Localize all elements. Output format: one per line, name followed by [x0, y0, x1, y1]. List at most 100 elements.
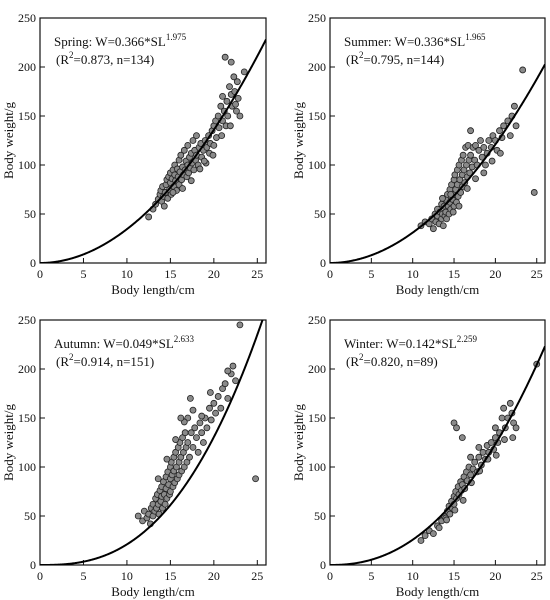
data-point [227, 58, 235, 66]
x-tick-label: 5 [80, 267, 86, 281]
data-point [506, 132, 514, 140]
x-tick-label: 0 [327, 569, 333, 583]
data-point [472, 175, 479, 183]
data-point [145, 213, 153, 221]
x-axis-label: Body length/cm [396, 584, 479, 599]
data-point [453, 424, 460, 432]
data-point [198, 429, 206, 437]
data-point [179, 185, 186, 192]
data-point [463, 185, 471, 192]
data-point [475, 146, 483, 154]
stats-annotation: (R2=0.795, n=144) [346, 50, 444, 67]
fit-curve [40, 39, 266, 263]
data-point [488, 157, 496, 165]
equation-text: Winter: W=0.142*SL [344, 336, 457, 351]
y-tick-label: 0 [30, 256, 36, 270]
data-point [214, 112, 222, 120]
x-tick-label: 5 [80, 569, 86, 583]
data-point [439, 222, 447, 230]
data-point [226, 122, 234, 130]
data-point [221, 53, 229, 61]
x-tick-label: 25 [251, 267, 263, 281]
data-point [177, 414, 185, 422]
data-point [519, 66, 527, 74]
data-point [480, 143, 488, 151]
data-point [230, 73, 238, 81]
y-tick-label: 50 [314, 509, 326, 523]
data-point [509, 434, 517, 442]
equation-annotation: Autumn: W=0.049*SL2.633 [54, 334, 195, 351]
scatter-points [134, 321, 259, 528]
data-point [169, 189, 177, 196]
x-tick-label: 20 [208, 267, 220, 281]
y-tick-label: 100 [18, 460, 36, 474]
data-point [236, 112, 244, 120]
data-point [496, 149, 504, 157]
r2-prefix: (R [56, 354, 69, 369]
scatter-points [145, 53, 248, 221]
data-point [233, 107, 240, 115]
x-tick-label: 15 [448, 569, 460, 583]
data-point [221, 380, 229, 388]
data-point [218, 132, 226, 140]
x-tick-label: 20 [489, 569, 501, 583]
data-point [186, 453, 193, 461]
data-point [194, 448, 202, 456]
data-point [467, 151, 474, 159]
data-point [191, 424, 199, 432]
y-tick-label: 200 [308, 362, 326, 376]
data-point [467, 127, 474, 135]
plot-frame [39, 17, 267, 264]
equation-exponent: 1.965 [465, 32, 486, 42]
data-point [485, 137, 493, 144]
scatter-points [417, 66, 538, 233]
data-point [443, 516, 450, 524]
y-tick-label: 0 [320, 256, 326, 270]
y-tick-label: 250 [18, 313, 36, 327]
data-point [530, 189, 538, 196]
data-point [209, 151, 217, 159]
r2-value-and-n: =0.873, n=134) [74, 52, 155, 67]
data-point [224, 394, 232, 402]
equation-annotation: Summer: W=0.336*SL1.965 [344, 32, 486, 49]
data-point [200, 439, 207, 446]
r2-value-and-n: =0.914, n=151) [74, 354, 155, 369]
data-point [500, 404, 508, 412]
data-point [467, 471, 474, 479]
x-tick-label: 0 [37, 569, 43, 583]
y-axis-label: Body weight/g [1, 404, 16, 481]
data-point [459, 496, 467, 504]
data-point [184, 141, 192, 149]
equation-exponent: 2.633 [174, 334, 195, 344]
stats-annotation: (R2=0.873, n=134) [56, 50, 154, 67]
data-point [217, 102, 225, 110]
y-tick-label: 150 [18, 109, 36, 123]
data-point [212, 409, 219, 417]
data-point [223, 97, 231, 105]
y-axis-label: Body weight/g [291, 102, 306, 179]
data-point [196, 419, 204, 427]
y-tick-label: 150 [308, 109, 326, 123]
y-tick-label: 200 [308, 60, 326, 74]
data-point [512, 424, 520, 432]
y-tick-label: 250 [18, 11, 36, 25]
data-point [482, 161, 489, 169]
data-point [186, 394, 194, 402]
data-point [203, 424, 211, 432]
data-point [236, 321, 244, 329]
x-tick-label: 25 [531, 267, 543, 281]
data-point [512, 122, 520, 130]
y-tick-label: 100 [308, 158, 326, 172]
r2-prefix: (R [346, 52, 359, 67]
equation-exponent: 1.975 [166, 32, 187, 42]
x-axis-label: Body length/cm [111, 282, 194, 297]
r2-superscript: 2 [69, 50, 74, 60]
x-tick-label: 5 [368, 569, 374, 583]
data-point [446, 510, 454, 518]
y-axis-label: Body weight/g [291, 404, 306, 481]
data-point [187, 429, 195, 437]
x-tick-label: 10 [121, 569, 133, 583]
data-point [207, 416, 215, 424]
